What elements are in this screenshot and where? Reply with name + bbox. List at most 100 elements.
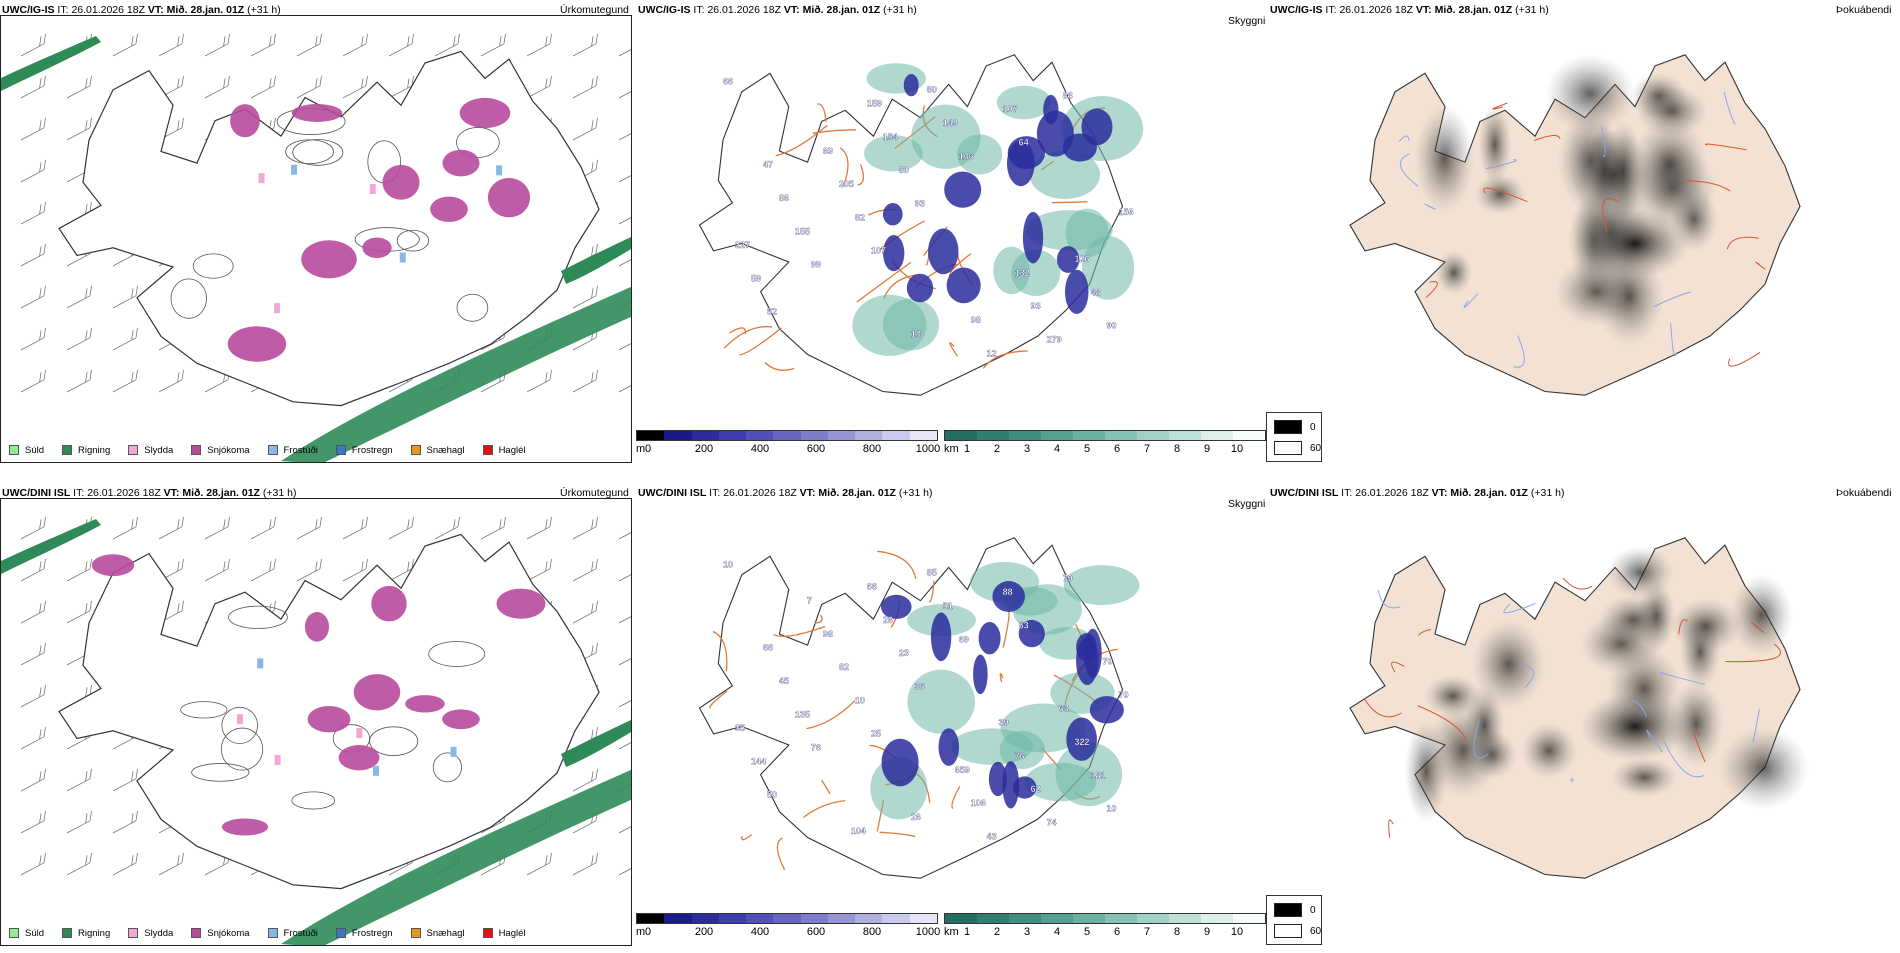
barb-shaft [618, 652, 631, 666]
barb-flag [591, 561, 594, 572]
wind-barb [388, 558, 414, 582]
wind-barb [250, 33, 276, 57]
precip-legend-item: Snjókoma [191, 927, 250, 939]
barb-flag [227, 516, 230, 527]
barb-shaft [20, 568, 45, 582]
low-cloudbase-area [903, 74, 919, 97]
river-line [1663, 740, 1704, 778]
barb-flag [549, 33, 552, 44]
valid-time: Mið. 28.jan. 01Z [818, 487, 896, 499]
barb-shaft [572, 610, 597, 624]
colorbar-cell [1233, 914, 1265, 923]
barb-shaft [480, 43, 505, 57]
snow-area [291, 104, 343, 122]
road-line [949, 342, 958, 357]
glacier-outline [396, 229, 430, 252]
fog-area [1670, 598, 1742, 654]
wind-barb [618, 337, 631, 351]
cloudbase-label: 126 [1075, 254, 1090, 264]
snow-area [304, 611, 330, 642]
barb-flag [595, 159, 598, 170]
cloudbase-label: 23 [899, 648, 909, 658]
mixed-precip-area [369, 184, 376, 195]
barb-shaft [250, 526, 275, 540]
barb-shaft [342, 85, 367, 99]
wind-barb [572, 852, 598, 876]
road-line [1483, 187, 1528, 203]
road-line [1726, 236, 1759, 250]
cloudbase-label: 25 [871, 729, 881, 739]
wind-barb [618, 43, 631, 57]
fog-area [1607, 546, 1674, 600]
barb-shaft [66, 253, 91, 267]
barb-flag [595, 369, 598, 380]
colorbar-cell [1009, 431, 1041, 440]
wind-barb [66, 117, 92, 141]
wind-barb [618, 694, 631, 708]
colorbar-cell [1201, 914, 1233, 923]
barb-flag [39, 855, 42, 866]
legend-swatch [9, 445, 19, 455]
colorbar-tick: 200 [694, 443, 714, 455]
mixed-precip-area [373, 765, 380, 776]
wind-barb [20, 75, 46, 99]
snow-area [442, 149, 480, 177]
barb-shaft [618, 694, 631, 708]
init-time: 26.01.2026 18Z [87, 487, 161, 499]
cloudbase-label: 659 [955, 765, 970, 775]
model-name: UWC/IG-IS [638, 4, 691, 16]
barb-shaft [20, 85, 45, 99]
barb-shaft [112, 526, 137, 540]
colorbar-cell [1169, 914, 1201, 923]
fog-legend-item: 60 [1274, 441, 1321, 455]
legend-label: Frostregn [351, 444, 393, 456]
river-line [1463, 293, 1479, 308]
colorbar-cell [1137, 431, 1169, 440]
colorbar-cell [1233, 431, 1265, 440]
wind-barb [526, 369, 552, 393]
snow-area [442, 709, 480, 730]
cloudbase-label: 82 [855, 212, 865, 222]
river-line [1473, 719, 1489, 759]
barb-flag [223, 519, 226, 530]
wind-barb [618, 85, 631, 99]
wind-barb [388, 33, 414, 57]
cloudbase-label: 322 [1075, 737, 1090, 747]
barb-flag [595, 558, 598, 569]
barb-flag [595, 117, 598, 128]
legend-label: Snjókoma [207, 927, 250, 939]
barb-flag [131, 519, 134, 530]
colorbar-cell [718, 914, 747, 923]
colorbar-tick: 1000 [915, 443, 941, 455]
barb-flag [181, 75, 184, 86]
wind-barb [572, 516, 598, 540]
glacier-outline [291, 791, 336, 810]
fog-area [1544, 54, 1636, 134]
cloudbase-label: 43 [987, 831, 997, 841]
barb-flag [361, 78, 364, 89]
barb-shaft [388, 43, 413, 57]
barb-flag [365, 558, 368, 569]
cloudbase-label: 88 [1063, 90, 1073, 100]
barb-shaft [20, 862, 45, 876]
cloudbase-label: 12 [987, 348, 997, 358]
low-visibility-area [996, 85, 1052, 120]
barb-flag [89, 684, 92, 695]
valid-time: Mið. 28.jan. 01Z [166, 4, 245, 16]
panel-header: UWC/IG-IS IT: 26.01.2026 18Z VT: Mið. 28… [2, 4, 281, 16]
wind-barb [66, 768, 92, 792]
barb-flag [85, 120, 88, 131]
wind-barb [618, 253, 631, 267]
cloudbase-label: 39 [999, 718, 1009, 728]
barb-shaft [204, 379, 229, 393]
colorbar-tick: 1 [963, 443, 971, 455]
precip-legend-item: Haglél [482, 445, 526, 456]
barb-shaft [618, 568, 631, 582]
cloudbase-label: 99 [811, 260, 821, 270]
barb-shaft [66, 379, 91, 393]
low-cloudbase-area [944, 171, 982, 208]
barb-flag [227, 33, 230, 44]
fog-swatch [1274, 924, 1302, 938]
road-line [812, 129, 857, 134]
colorbar-tick: 0 [644, 926, 652, 938]
